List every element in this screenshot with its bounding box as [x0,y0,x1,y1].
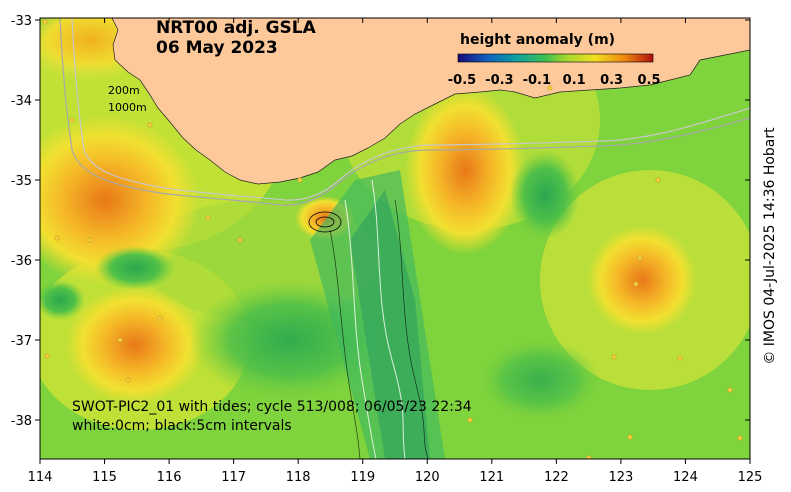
warm-eddy-west [40,115,200,285]
x-tick-label: 123 [608,470,633,485]
x-tick-label: 121 [479,470,504,485]
y-tick-label: -38 [11,414,32,429]
title-date: 06 May 2023 [156,38,278,58]
title-product: NRT00 adj. GSLA [156,18,316,38]
warm-eddy-east [587,225,697,335]
x-tick-label: 120 [415,470,440,485]
x-tick-label: 114 [28,470,53,485]
warm-eddy-southwest [65,285,205,405]
colorbar-scale [457,53,654,63]
y-tick-label: -37 [11,334,32,349]
contour-1000m [71,18,750,201]
x-tick-label: 119 [350,470,375,485]
x-tick-label: 116 [157,470,182,485]
colorbar-tick-label: -0.5 [448,73,476,88]
colorbar-tick-label: -0.1 [523,73,551,88]
y-tick-label: -34 [11,94,32,109]
x-tick-label: 115 [92,470,117,485]
swath-annotation: SWOT-PIC2_01 with tides; cycle 513/008; … [72,398,472,436]
copyright-text: © IMOS 04-Jul-2025 14:36 Hobart [762,127,778,365]
x-tick-label: 122 [544,470,569,485]
x-tick-label: 125 [738,470,763,485]
depth-label-1000m: 1000m [108,101,147,114]
colorbar-tick-label: 0.3 [600,73,623,88]
colorbar-tick-label: 0.5 [637,73,660,88]
colorbar-tick-label: -0.3 [485,73,513,88]
y-tick-label: -33 [11,14,32,29]
swot-swath [308,170,445,459]
x-tick-label: 124 [673,470,698,485]
y-tick-label: -36 [11,254,32,269]
x-tick-label: 117 [221,470,246,485]
x-tick-label: 118 [286,470,311,485]
plot-frame [39,17,751,460]
colorbar-title: height anomaly (m) [460,32,616,48]
map-title: NRT00 adj. GSLA 06 May 2023 [156,18,316,58]
x-axis: 114 115 116 117 118 119 120 121 122 123 124 125 [28,18,763,485]
swath-annotation-line1: SWOT-PIC2_01 with tides; cycle 513/008; … [72,399,472,415]
warm-eddy-central [405,85,525,255]
observation-markers [42,19,743,459]
contour-200m [59,18,750,206]
y-axis: -33 -34 -35 -36 -37 -38 [11,14,750,429]
swath-annotation-line2: white:0cm; black:5cm intervals [72,418,292,434]
y-tick-label: -35 [11,174,32,189]
depth-label-200m: 200m [108,84,140,97]
map-plot-area [40,18,750,459]
colorbar: -0.5 -0.3 -0.1 0.1 0.3 0.5 [448,53,661,88]
colorbar-tick-label: 0.1 [563,73,586,88]
